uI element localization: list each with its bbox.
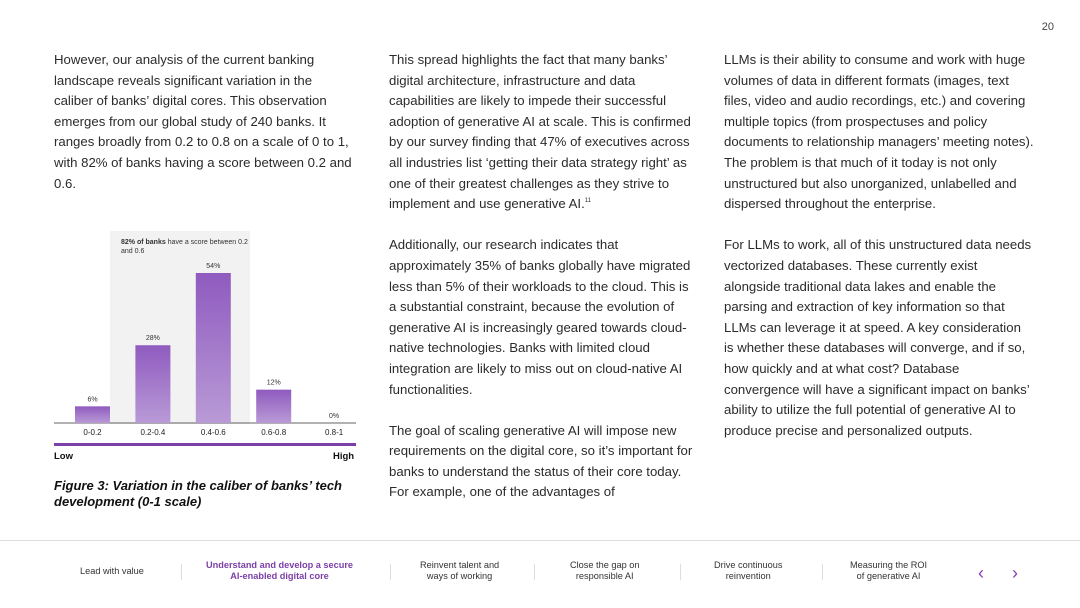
nav-reinvent-talent[interactable]: Reinvent talent and ways of working [420,560,499,582]
nav-label: of generative AI [856,571,921,581]
nav-separator [534,564,535,580]
chart-bar [195,273,231,423]
nav-label: ways of working [426,571,493,581]
footnote-ref[interactable]: 11 [584,198,591,205]
nav-lead-with-value[interactable]: Lead with value [80,566,144,577]
nav-label: Close the gap on [570,560,640,570]
paragraph: This spread highlights the fact that man… [389,50,694,215]
chart-category-label: 0.4-0.6 [201,428,226,437]
body-column-3: LLMs is their ability to consume and wor… [724,50,1034,441]
footer-divider [0,540,1080,541]
nav-label: Reinvent talent and [420,560,500,570]
nav-responsible-ai[interactable]: Close the gap on responsible AI [570,560,639,582]
paragraph: The goal of scaling generative AI will i… [389,422,693,500]
chart-value-label: 28% [146,335,160,342]
chart-category-label: 0.8-1 [325,428,344,437]
nav-label: AI-enabled digital core [230,571,329,581]
chevron-left-icon[interactable]: ‹ [978,563,984,583]
paragraph: Additionally, our research indicates tha… [389,237,691,397]
chart-value-label: 54% [206,263,220,270]
nav-label: Understand and develop a secure [206,560,354,570]
chevron-right-icon[interactable]: › [1012,563,1018,583]
nav-continuous-reinvention[interactable]: Drive continuous reinvention [714,560,782,582]
paragraph: LLMs is their ability to consume and wor… [724,52,1034,212]
bar-chart: 6% 0-0.2 28% 0.2-0.4 54% 0.4-0.6 12% 0.6-0.8 0% 0… [54,263,356,437]
nav-measuring-roi[interactable]: Measuring the ROI of generative AI [850,560,927,582]
paragraph: For LLMs to work, all of this unstructur… [724,237,1032,438]
nav-separator [680,564,681,580]
axis-low-label: Low [54,451,73,462]
nav-separator [390,564,391,580]
nav-separator [181,564,182,580]
chart-value-label: 12% [267,380,281,387]
page-number: 20 [1041,21,1054,33]
chart-category-label: 0.6-0.8 [261,428,286,437]
axis-high-label: High [333,451,355,462]
nav-label: Drive continuous [714,560,783,570]
chart-note-text: have a score between 0.2 and 0.6 [121,239,248,255]
chart-category-label: 0.2-0.4 [140,428,165,437]
body-column-2: This spread highlights the fact that man… [389,50,694,503]
paragraph-text: This spread highlights the fact that man… [389,52,691,212]
nav-digital-core[interactable]: Understand and develop a secure AI-enable… [206,560,353,582]
figure-caption: Figure 3: Variation in the caliber of ba… [54,478,342,509]
chart-note-bold: 82% of banks [121,239,166,246]
nav-label: Lead with value [80,566,144,576]
low-high-axis-bar [54,443,356,446]
chart-bar [75,406,110,423]
chart-value-label: 6% [87,396,97,403]
nav-separator [822,564,823,580]
paragraph: However, our analysis of the current ban… [54,52,352,191]
chart-bar [256,389,292,423]
nav-label: Measuring the ROI [850,560,928,570]
nav-label: responsible AI [575,571,634,581]
body-column-1: However, our analysis of the current ban… [54,50,354,194]
nav-label: reinvention [725,571,771,581]
chart-highlight-note: 82% of banks have a score between 0.2 an… [121,238,251,256]
chart-value-label: 0% [329,413,339,420]
chart-bar [135,345,171,423]
chart-category-label: 0-0.2 [83,428,102,437]
